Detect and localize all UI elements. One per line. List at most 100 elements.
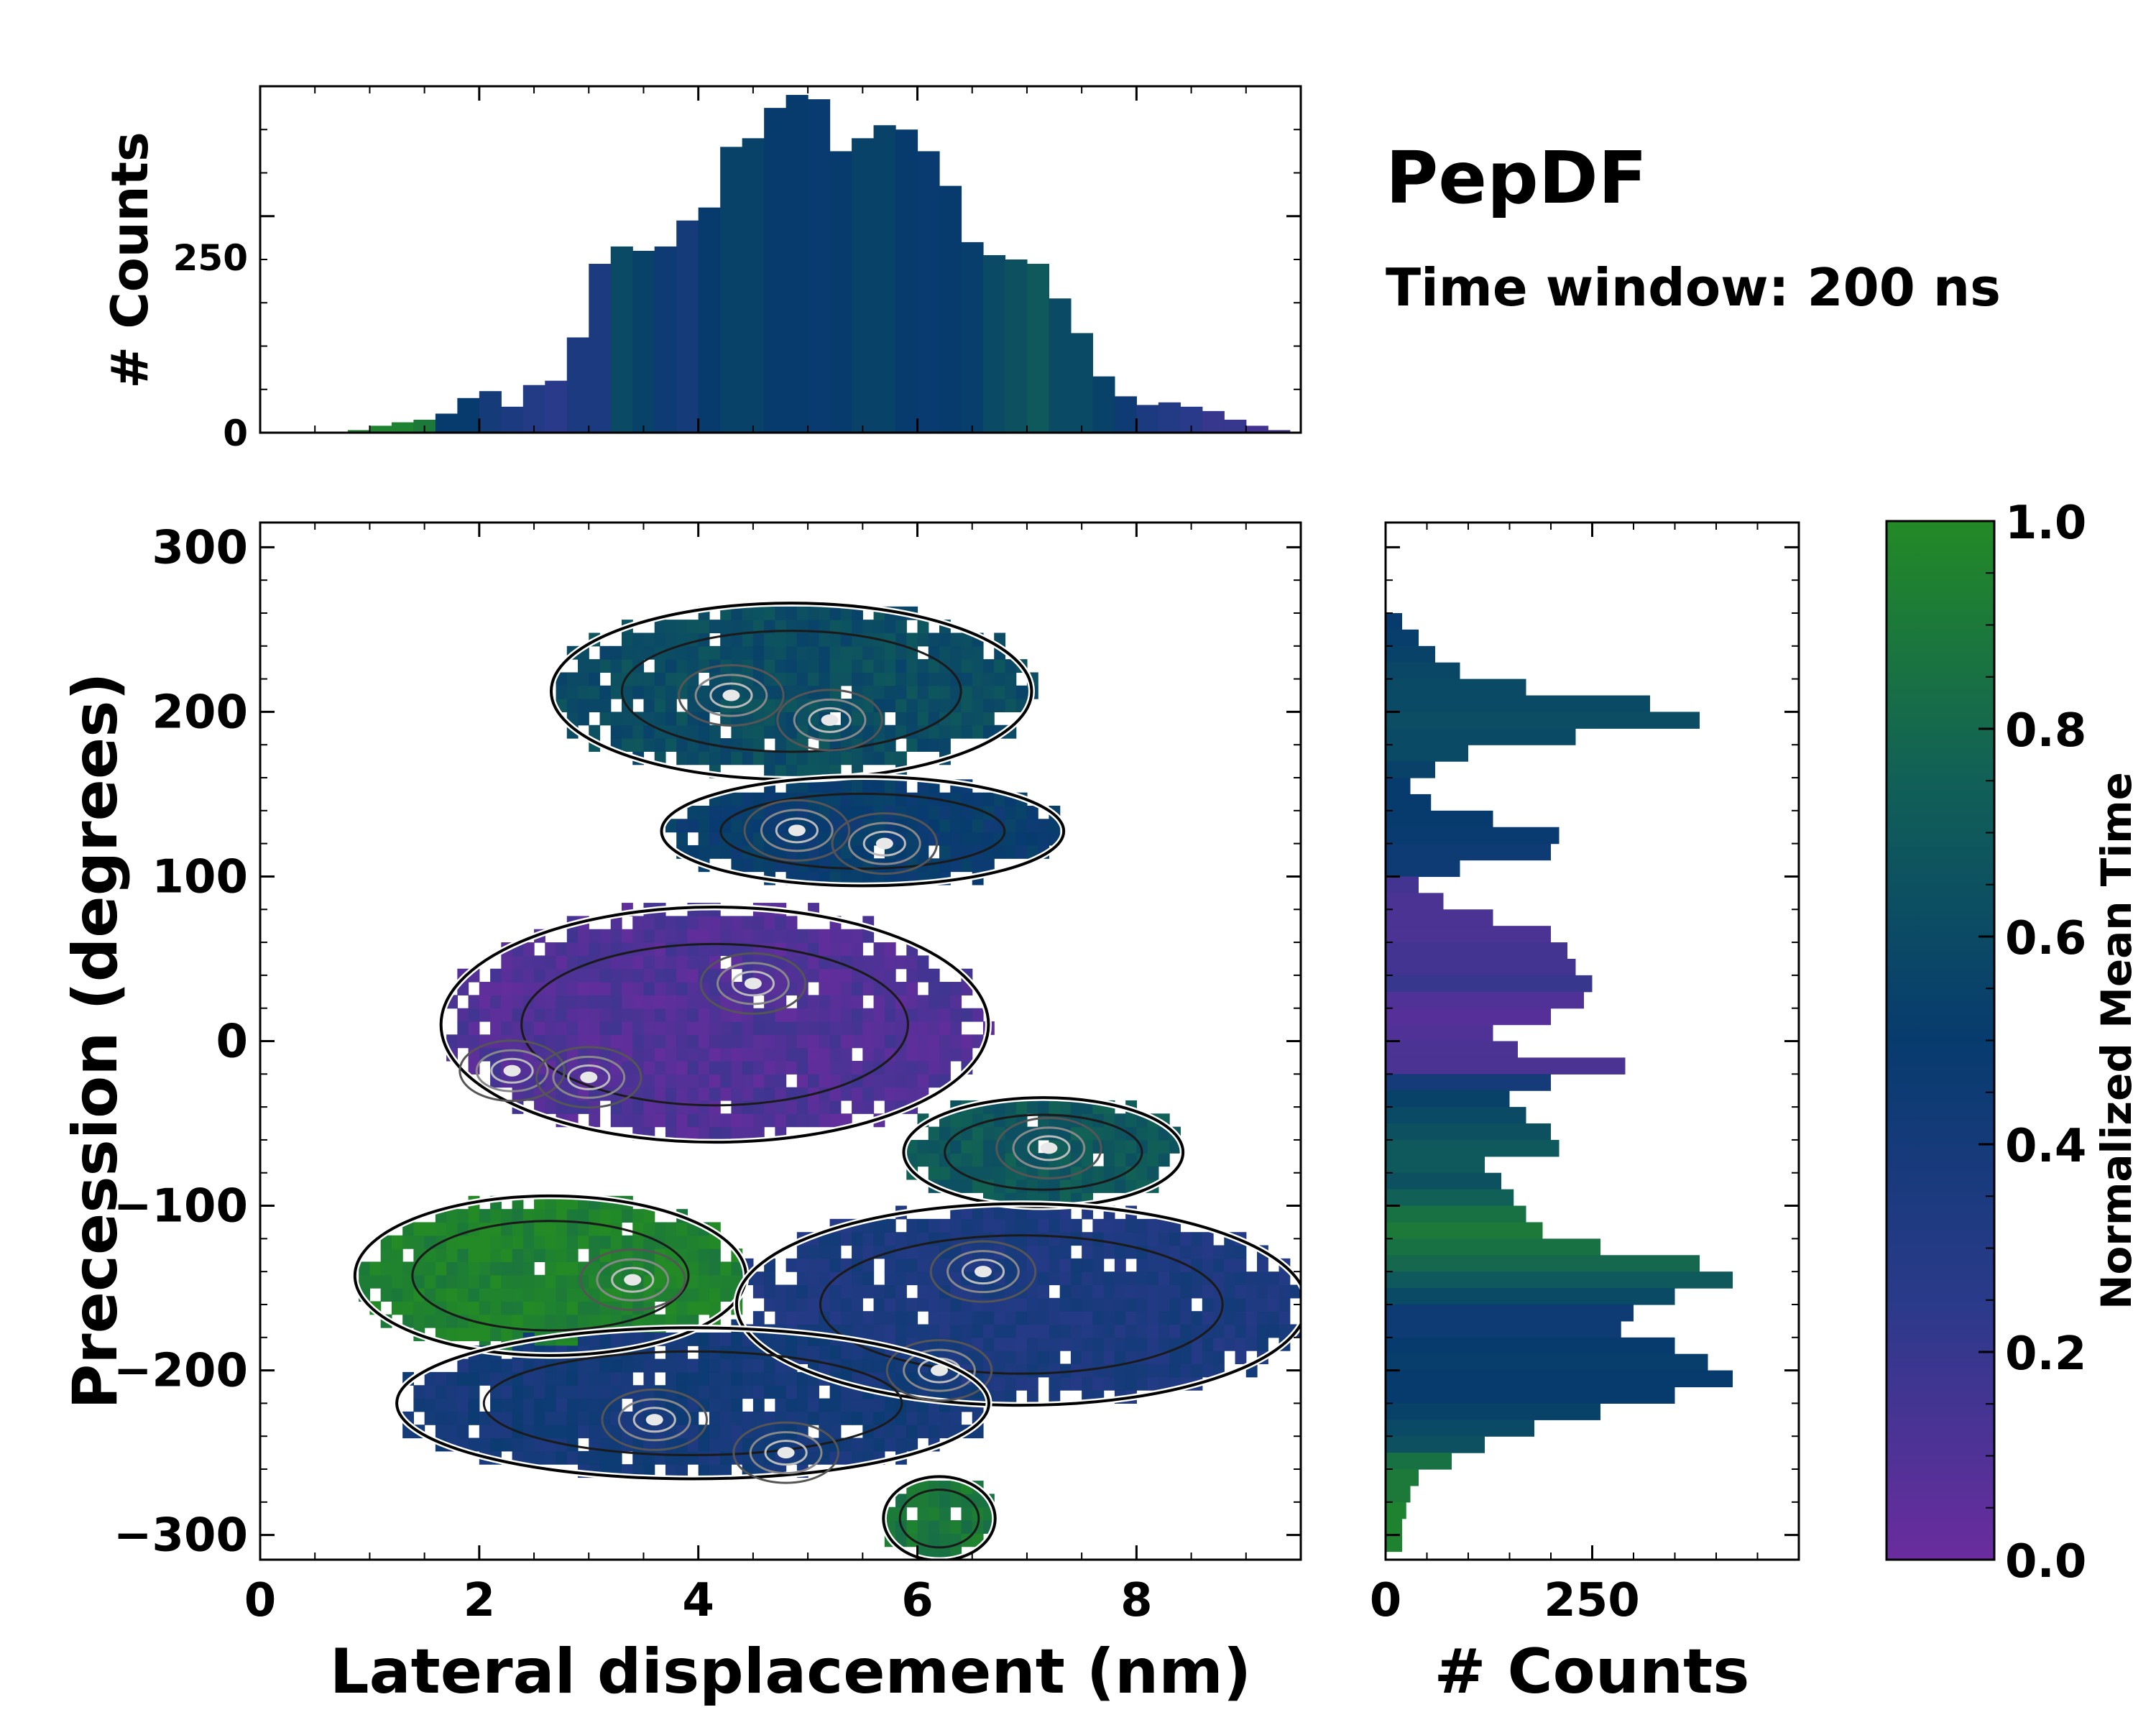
heatmap-cell — [829, 606, 842, 620]
heatmap-cell — [862, 1008, 875, 1022]
heatmap-cell — [522, 1358, 535, 1373]
heatmap-cell — [852, 1346, 863, 1360]
heatmap-cell — [709, 1008, 721, 1022]
heatmap-cell — [884, 1284, 896, 1299]
heatmap-cell — [665, 982, 677, 995]
heatmap-cell — [665, 968, 677, 983]
heatmap-cell — [731, 929, 743, 943]
heatmap-cell — [928, 1047, 940, 1062]
heatmap-cell — [884, 1087, 896, 1101]
heatmap-cell — [676, 1126, 688, 1141]
heatmap-cell — [1180, 1311, 1192, 1325]
heatmap-cell — [1180, 1284, 1192, 1299]
heatmap-cell — [1005, 1351, 1017, 1365]
heatmap-cell — [490, 1060, 502, 1075]
heatmap-cell — [435, 1398, 447, 1412]
top-histogram-bar — [1114, 396, 1137, 433]
heatmap-cell — [917, 805, 929, 819]
heatmap-cell — [928, 1060, 940, 1075]
heatmap-cell — [950, 1411, 962, 1425]
heatmap-cell — [643, 916, 655, 930]
heatmap-cell — [654, 1314, 666, 1328]
heatmap-cell — [764, 724, 775, 739]
heatmap-cell — [709, 1398, 721, 1412]
heatmap-cell — [1136, 1218, 1148, 1233]
heatmap-cell — [501, 1235, 513, 1249]
heatmap-cell — [556, 1425, 568, 1439]
heatmap-cell — [764, 764, 775, 778]
heatmap-cell — [698, 1235, 710, 1249]
heatmap-cell — [589, 659, 601, 673]
heatmap-cell — [698, 1450, 710, 1465]
heatmap-cell — [654, 620, 666, 634]
heatmap-cell — [665, 632, 677, 647]
heatmap-cell — [545, 942, 557, 956]
heatmap-cell — [972, 819, 984, 833]
heatmap-cell — [928, 1520, 940, 1534]
heatmap-cell — [643, 1008, 655, 1022]
heatmap-cell — [698, 724, 710, 739]
heatmap-cell — [665, 916, 677, 930]
heatmap-cell — [479, 982, 491, 995]
heatmap-cell — [380, 1274, 392, 1289]
heatmap-cell — [1191, 1284, 1203, 1299]
heatmap-cell — [545, 1314, 557, 1328]
heatmap-cell — [720, 805, 732, 819]
heatmap-cell — [852, 659, 863, 673]
heatmap-cell — [698, 1288, 710, 1302]
heatmap-cell — [589, 1235, 601, 1249]
heatmap-cell — [1005, 805, 1017, 819]
heatmap-cell — [786, 659, 798, 673]
heatmap-cell — [676, 1358, 688, 1373]
heatmap-cell — [578, 982, 589, 995]
heatmap-cell — [665, 1113, 677, 1128]
heatmap-cell — [665, 955, 677, 970]
heatmap-cell — [578, 1008, 589, 1022]
heatmap-cell — [928, 1494, 940, 1508]
contour-outer — [660, 775, 1066, 888]
top-histogram-bar — [1202, 410, 1225, 433]
heatmap-cell — [643, 1034, 655, 1049]
heatmap-cell — [566, 699, 579, 713]
heatmap-cell — [731, 1332, 743, 1346]
heatmap-cell — [1038, 1100, 1050, 1114]
heatmap-cell — [1026, 1376, 1038, 1391]
heatmap-cell — [1224, 1258, 1236, 1272]
heatmap-cell — [720, 819, 732, 833]
heatmap-cell — [479, 1008, 491, 1022]
heatmap-cell — [852, 672, 863, 686]
heatmap-cell — [599, 1008, 612, 1022]
heatmap-cell — [687, 699, 699, 713]
heatmap-cell — [1015, 1139, 1028, 1154]
heatmap-cell — [840, 779, 852, 794]
heatmap-cell — [917, 955, 929, 970]
heatmap-cell — [610, 995, 622, 1009]
heatmap-cell — [1202, 1232, 1214, 1246]
heatmap-cell — [676, 724, 688, 739]
heatmap-cell — [599, 982, 612, 995]
heatmap-cell — [1224, 1271, 1236, 1286]
heatmap-cell — [632, 1100, 645, 1114]
heatmap-cell — [796, 659, 808, 673]
heatmap-cell — [468, 1034, 480, 1049]
right-histogram-bar — [1386, 612, 1402, 630]
heatmap-cell — [512, 1288, 524, 1302]
heatmap-cell — [1026, 1218, 1038, 1233]
heatmap-cell — [1279, 1311, 1291, 1325]
heatmap-cell — [840, 1060, 852, 1075]
heatmap-cell — [819, 1245, 831, 1259]
heatmap-cell — [1049, 1245, 1061, 1259]
heatmap-cell — [742, 1371, 754, 1386]
heatmap-cell — [961, 1520, 973, 1534]
heatmap-cell — [884, 871, 896, 886]
heatmap-cell — [884, 751, 896, 765]
heatmap-cell — [1158, 1337, 1170, 1351]
heatmap-cell — [698, 1100, 710, 1114]
heatmap-cell — [808, 1398, 819, 1412]
heatmap-cell — [1158, 1284, 1170, 1299]
heatmap-cell — [501, 955, 513, 970]
heatmap-cell — [928, 1506, 940, 1521]
heatmap-cell — [709, 832, 721, 846]
heatmap-cell — [917, 1074, 929, 1088]
heatmap-cell — [786, 606, 798, 620]
